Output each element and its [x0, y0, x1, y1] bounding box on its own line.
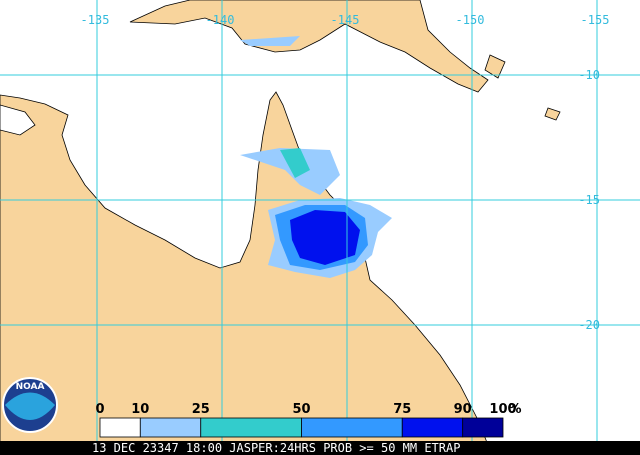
- island: [544, 107, 561, 121]
- legend: 0 10 25 50 75 90 100%: [95, 402, 522, 438]
- legend-label: 90: [454, 402, 472, 417]
- lat-label: -20: [578, 318, 600, 332]
- rain-area: [290, 210, 360, 265]
- legend-label: 100: [489, 402, 516, 417]
- rain-probability: [240, 36, 392, 278]
- legend-label: 75: [393, 402, 411, 417]
- legend-swatch: [462, 417, 504, 438]
- legend-unit: %: [508, 402, 521, 417]
- legend-swatch: [99, 417, 141, 438]
- rain-area: [280, 148, 310, 178]
- legend-label: 0: [95, 402, 104, 417]
- lon-label: -155: [581, 13, 610, 27]
- legend-swatch: [401, 417, 464, 438]
- legend-swatch: [139, 417, 202, 438]
- australia: [0, 91, 493, 455]
- bay: [0, 104, 36, 136]
- footer-bar: [0, 441, 640, 455]
- rain-area: [240, 148, 340, 195]
- rain-area: [240, 36, 300, 46]
- legend-label: 25: [192, 402, 210, 417]
- logo-text: NOAA: [16, 382, 45, 392]
- lon-label: -140: [206, 13, 235, 27]
- island: [484, 54, 506, 79]
- lon-label: -150: [456, 13, 485, 27]
- legend-label: 50: [292, 402, 310, 417]
- graticule: -135 -140 -145 -150 -155 -10 -15 -20: [0, 0, 640, 441]
- logo-wave: [5, 392, 55, 420]
- legend-swatch: [200, 417, 302, 438]
- legend-label: 10: [131, 402, 149, 417]
- noaa-logo: NOAA: [2, 377, 58, 433]
- land: [0, 0, 561, 455]
- lat-label: -15: [578, 193, 600, 207]
- new-guinea: [129, 0, 489, 93]
- footer-text: 13 DEC 23347 18:00 JASPER:24HRS PROB >= …: [92, 441, 460, 455]
- lat-label: -10: [578, 68, 600, 82]
- legend-swatch: [301, 417, 403, 438]
- lon-label: -135: [81, 13, 110, 27]
- lon-label: -145: [331, 13, 360, 27]
